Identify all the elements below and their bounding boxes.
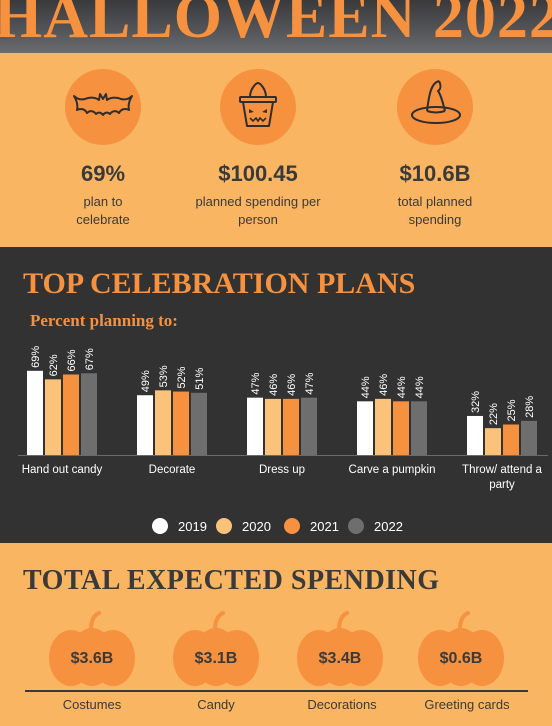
chart-data-label: 47% — [250, 372, 262, 394]
chart-data-label: 69% — [30, 346, 42, 368]
chart-legend: 2019 2020 2021 2022 — [0, 517, 552, 537]
chart-title: TOP CELEBRATION PLANS — [23, 267, 416, 300]
legend-label: 2022 — [374, 519, 403, 534]
chart-bar — [411, 401, 427, 455]
spending-value: $3.6B — [70, 650, 114, 667]
celebration-plans-chart-section: 69% 62% 66% 67% Hand out candy 49% 53% 52% 51% De… — [0, 247, 552, 543]
chart-data-label: 67% — [84, 348, 96, 370]
chart-data-label: 46% — [378, 374, 390, 396]
chart-data-label: 28% — [524, 396, 536, 418]
chart-category-label: Hand out candy — [22, 464, 103, 476]
spending-title: TOTAL EXPECTED SPENDING — [23, 565, 440, 596]
legend-label: 2020 — [242, 519, 271, 534]
stat-description: planned spending per person — [168, 193, 348, 229]
header-banner: HALLOWEEN 2022 — [0, 0, 552, 53]
spending-label: Candy — [197, 697, 235, 712]
chart-data-label: 66% — [66, 349, 78, 371]
stat-description: total planned spending — [345, 193, 525, 229]
chart-bar — [265, 398, 281, 455]
pumpkin-greeting-cards: $0.6B — [416, 611, 506, 689]
chart-subtitle: Percent planning to: — [30, 311, 178, 330]
chart-data-label: 51% — [194, 368, 206, 390]
chart-data-label: 52% — [176, 366, 188, 388]
chart-category-label: party — [489, 479, 515, 491]
chart-bar — [375, 398, 391, 455]
stat-desc-line: celebrate — [76, 212, 130, 227]
chart-data-label: 47% — [304, 372, 316, 394]
total-spending-section: TOTAL EXPECTED SPENDING $3.6B $3.1B $3.4… — [0, 543, 552, 726]
chart-bar — [393, 401, 409, 455]
page-title: HALLOWEEN 2022 — [0, 0, 552, 51]
legend-swatch — [284, 518, 300, 534]
chart-category-label: Throw/ attend a — [462, 464, 543, 476]
chart-data-label: 32% — [470, 391, 482, 413]
chart-category-label: Decorate — [149, 464, 196, 476]
basket-icon — [220, 69, 296, 145]
chart-bar — [485, 428, 501, 455]
stat-desc-line: total planned — [397, 194, 473, 209]
witch-hat-icon — [397, 69, 473, 145]
chart-data-label: 44% — [396, 376, 408, 398]
chart-bar — [173, 391, 189, 455]
legend-label: 2021 — [310, 519, 339, 534]
chart-bar — [301, 397, 317, 455]
spending-value: $3.4B — [318, 650, 362, 667]
spending-baseline — [25, 690, 528, 692]
spending-label: Greeting cards — [424, 697, 510, 712]
chart-bar — [503, 424, 519, 455]
celebration-plans-chart: 69% 62% 66% 67% Hand out candy 49% 53% 52% 51% De… — [18, 346, 548, 491]
stat-celebrate: 69% plan to celebrate — [13, 69, 193, 229]
pumpkin-icon — [418, 611, 504, 686]
spending-value: $3.1B — [194, 650, 238, 667]
chart-bar — [521, 420, 537, 455]
chart-category-label: Dress up — [259, 464, 305, 476]
chart-bar — [45, 379, 61, 455]
chart-data-label: 46% — [286, 374, 298, 396]
chart-data-label: 53% — [158, 365, 170, 387]
stat-description: plan to celebrate — [13, 193, 193, 229]
stat-desc-line: planned spending per — [195, 194, 321, 209]
legend-swatch — [348, 518, 364, 534]
spending-value: $0.6B — [439, 650, 483, 667]
stat-total-spending: $10.6B total planned spending — [345, 69, 525, 229]
chart-bar — [357, 401, 373, 455]
stat-value: $100.45 — [218, 161, 298, 186]
chart-data-label: 46% — [268, 374, 280, 396]
chart-bar — [283, 398, 299, 455]
stat-spending-per-person: $100.45 planned spending per person — [168, 69, 348, 229]
legend-label: 2019 — [178, 519, 207, 534]
stats-section: 69% plan to celebrate $100.45 planned sp… — [0, 53, 552, 247]
chart-bar — [155, 390, 171, 455]
pumpkin-decorations: $3.4B — [295, 611, 385, 689]
chart-bar — [137, 395, 153, 455]
spending-label: Costumes — [62, 697, 122, 712]
bat-icon — [65, 69, 141, 145]
chart-bar — [81, 373, 97, 455]
spending-label: Decorations — [307, 697, 377, 712]
stat-value: 69% — [80, 161, 126, 186]
legend-swatch — [152, 518, 168, 534]
stat-desc-line: person — [238, 212, 278, 227]
chart-data-label: 44% — [360, 376, 372, 398]
pumpkin-icon — [173, 611, 259, 686]
chart-data-label: 44% — [414, 376, 426, 398]
stat-desc-line: plan to — [83, 194, 123, 209]
legend-swatch — [216, 518, 232, 534]
stat-value: $10.6B — [399, 161, 471, 186]
chart-data-label: 25% — [506, 399, 518, 421]
pumpkin-icon — [297, 611, 383, 686]
chart-data-label: 62% — [48, 354, 60, 376]
chart-bar — [27, 370, 43, 455]
chart-bar — [191, 392, 207, 455]
chart-bar — [247, 397, 263, 455]
chart-bar — [467, 415, 483, 455]
chart-data-label: 22% — [488, 403, 500, 425]
chart-data-label: 49% — [140, 370, 152, 392]
pumpkin-costumes: $3.6B — [47, 611, 137, 689]
pumpkin-icon — [49, 611, 135, 686]
stat-desc-line: spending — [408, 212, 462, 227]
chart-bar — [63, 374, 79, 455]
chart-category-label: Carve a pumpkin — [349, 464, 436, 476]
pumpkin-candy: $3.1B — [171, 611, 261, 689]
